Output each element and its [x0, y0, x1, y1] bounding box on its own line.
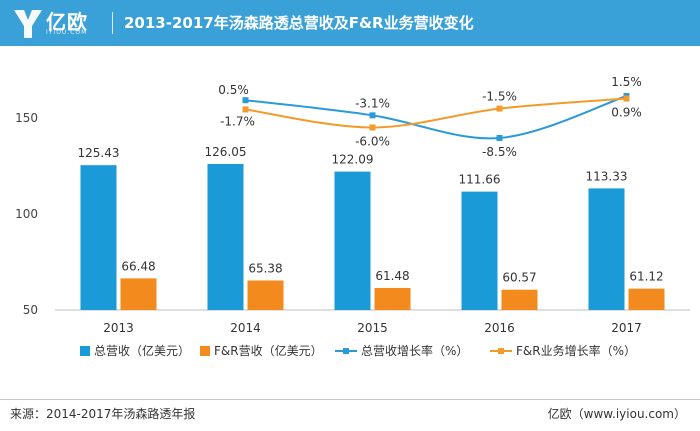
legend-label: 总营收（亿美元）	[94, 344, 191, 358]
growth-value-label: -8.5%	[482, 145, 517, 159]
growth-value-label: -1.5%	[482, 90, 517, 104]
point-total-growth	[242, 97, 249, 104]
footer-divider	[0, 399, 700, 400]
bar-total-revenue	[207, 163, 244, 310]
line-fr-growth	[245, 97, 627, 129]
bar-total-revenue	[80, 165, 117, 310]
bar-value-label: 66.48	[121, 259, 155, 273]
y-tick-label: 100	[15, 207, 38, 221]
bar-total-revenue	[334, 171, 371, 310]
growth-value-label: -6.0%	[355, 135, 390, 149]
legend-item-total-growth: 总营收增长率（%）	[335, 342, 468, 359]
x-tick-label: 2013	[103, 321, 134, 335]
point-fr-growth	[623, 95, 630, 102]
growth-value-label: 0.9%	[611, 106, 642, 120]
chart-title: 2013-2017年汤森路透总营收及F&R业务营收变化	[124, 14, 474, 32]
yiou-logo-icon	[14, 10, 42, 38]
header-bar: 亿欧 IYIOU.COM 2013-2017年汤森路透总营收及F&R业务营收变化	[0, 0, 700, 46]
bar-fr-revenue	[501, 289, 538, 310]
point-fr-growth	[242, 106, 249, 113]
point-fr-growth	[369, 124, 376, 131]
growth-value-label: -1.7%	[220, 114, 255, 128]
legend-item-fr-revenue: F&R营收（亿美元）	[200, 342, 323, 359]
x-tick-label: 2015	[357, 321, 388, 335]
chart-area: 50 100 150 125.43 126.05 122.09 111.66 113.33 66…	[15, 75, 690, 335]
bar-value-label: 113.33	[586, 169, 628, 183]
source-note: 来源：2014-2017年汤森路透年报	[10, 407, 196, 421]
legend: 总营收（亿美元） F&R营收（亿美元） 总营收增长率（%） F&R业务增长率（%…	[80, 342, 640, 362]
legend-swatch	[80, 346, 90, 356]
bar-value-label: 111.66	[459, 173, 501, 187]
brand-credit: 亿欧（www.iyiou.com）	[547, 407, 686, 421]
growth-value-label: 0.5%	[218, 83, 249, 97]
bar-total-revenue	[461, 191, 498, 310]
header-divider	[112, 12, 113, 34]
y-tick-label: 50	[23, 303, 38, 317]
bar-fr-revenue	[374, 287, 411, 310]
bar-value-label: 60.57	[502, 271, 536, 285]
legend-swatch	[200, 346, 210, 356]
point-total-growth	[369, 112, 376, 119]
growth-value-label: -3.1%	[355, 96, 390, 110]
logo-subtext: IYIOU.COM	[46, 29, 88, 36]
logo-text: 亿欧	[46, 10, 88, 34]
bar-value-label: 61.12	[629, 270, 663, 284]
x-tick-label: 2014	[230, 321, 261, 335]
bar-fr-revenue	[120, 278, 157, 310]
bar-value-label: 125.43	[78, 146, 120, 160]
point-total-growth	[496, 135, 503, 141]
bar-fr-revenue	[628, 288, 665, 310]
point-fr-growth	[496, 105, 503, 112]
legend-item-total-revenue: 总营收（亿美元）	[80, 342, 190, 359]
bar-value-label: 65.38	[248, 261, 282, 275]
x-tick-label: 2017	[611, 321, 642, 335]
legend-label: 总营收增长率（%）	[361, 344, 469, 358]
bar-value-label: 61.48	[375, 269, 409, 283]
growth-value-label: 1.5%	[611, 75, 642, 89]
y-tick-label: 150	[15, 111, 38, 125]
legend-label: F&R业务增长率（%）	[516, 344, 637, 358]
legend-swatch	[490, 346, 512, 356]
line-total-growth	[245, 95, 627, 140]
bar-value-label: 126.05	[205, 145, 247, 159]
legend-swatch	[335, 346, 357, 356]
legend-label: F&R营收（亿美元）	[214, 344, 323, 358]
legend-item-fr-growth: F&R业务增长率（%）	[490, 342, 636, 359]
x-tick-label: 2016	[484, 321, 515, 335]
bar-total-revenue	[588, 188, 625, 310]
bar-fr-revenue	[247, 280, 284, 310]
bar-value-label: 122.09	[332, 153, 374, 167]
